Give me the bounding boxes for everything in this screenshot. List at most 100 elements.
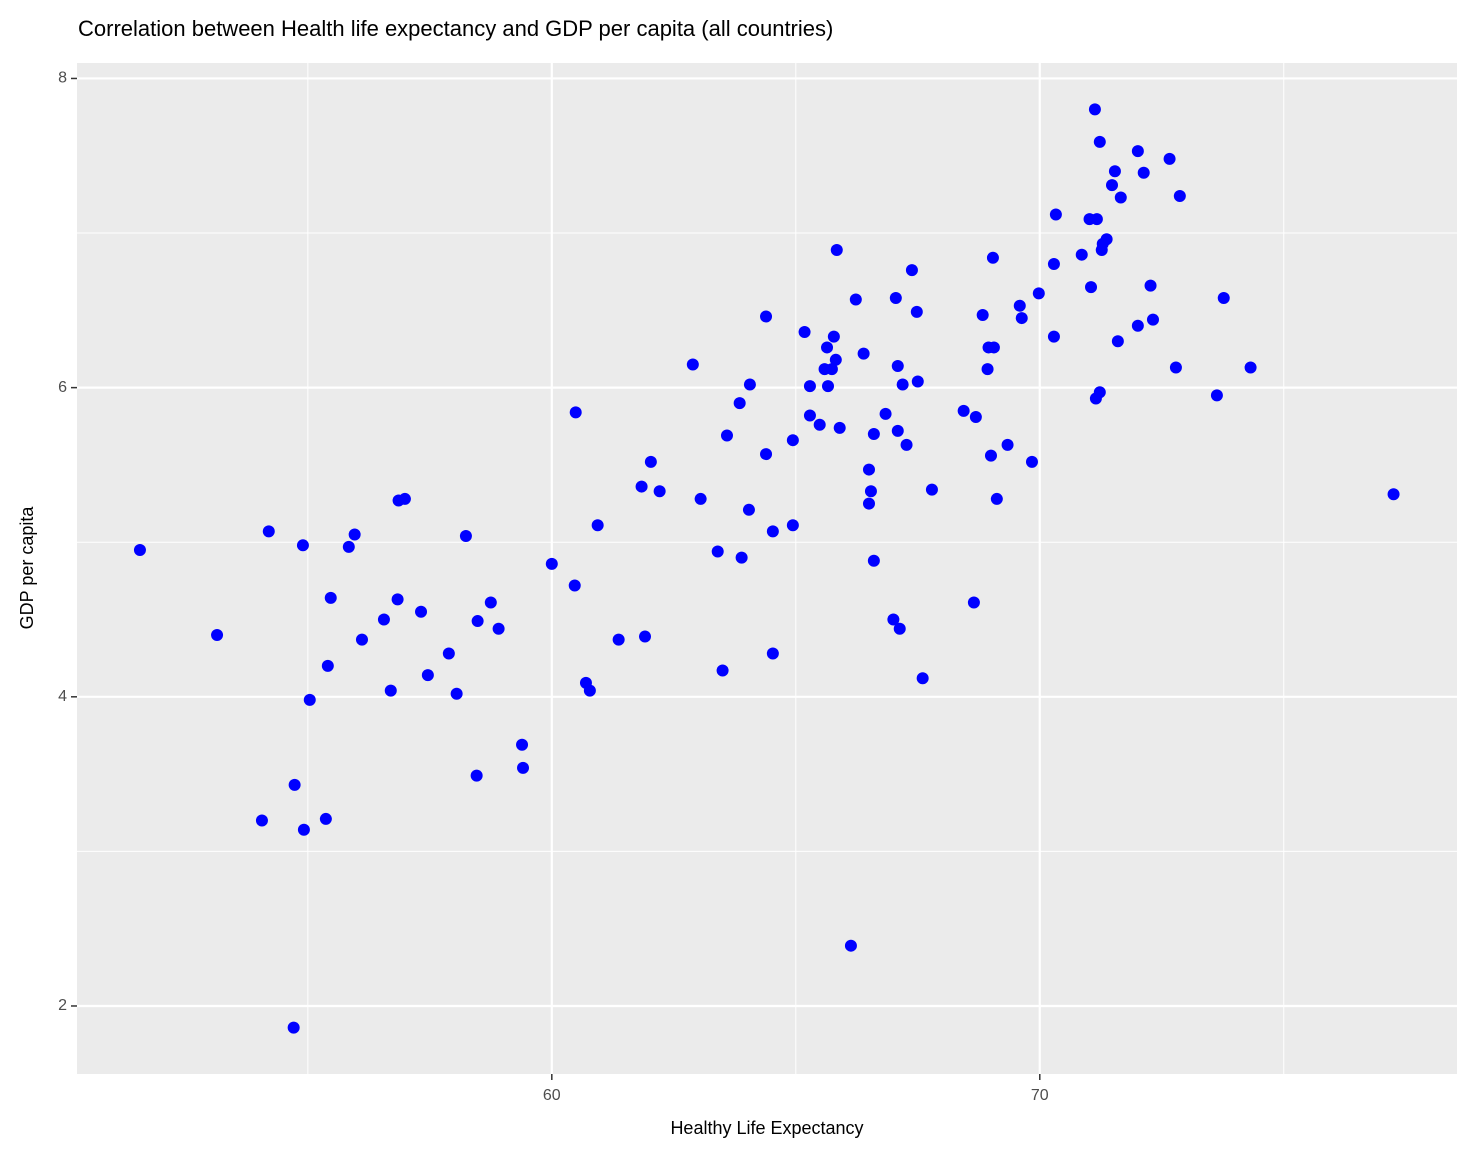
point bbox=[484, 596, 497, 609]
point bbox=[798, 325, 811, 338]
point bbox=[825, 363, 838, 376]
point bbox=[1169, 361, 1182, 374]
point bbox=[287, 1021, 300, 1034]
point bbox=[1210, 389, 1223, 402]
point bbox=[1075, 248, 1088, 261]
point bbox=[324, 591, 337, 604]
point bbox=[612, 633, 625, 646]
point bbox=[803, 409, 816, 422]
point bbox=[355, 633, 368, 646]
x-tick-label: 70 bbox=[1031, 1087, 1049, 1104]
point bbox=[720, 429, 733, 442]
point bbox=[442, 647, 455, 660]
point bbox=[803, 380, 816, 393]
point bbox=[133, 543, 146, 556]
point bbox=[583, 684, 596, 697]
point bbox=[1131, 319, 1144, 332]
point bbox=[569, 406, 582, 419]
point bbox=[1173, 189, 1186, 202]
point bbox=[644, 455, 657, 468]
point bbox=[766, 525, 779, 538]
point bbox=[459, 530, 472, 543]
point bbox=[255, 814, 268, 827]
y-tick-label: 2 bbox=[58, 997, 67, 1014]
point bbox=[471, 615, 484, 628]
point bbox=[1001, 438, 1014, 451]
point bbox=[377, 613, 390, 626]
point bbox=[211, 628, 224, 641]
point bbox=[862, 463, 875, 476]
point bbox=[821, 341, 834, 354]
point bbox=[348, 528, 361, 541]
point bbox=[1144, 279, 1157, 292]
point bbox=[716, 664, 729, 677]
point bbox=[916, 672, 929, 685]
y-tick-label: 8 bbox=[58, 70, 67, 87]
point bbox=[1244, 361, 1257, 374]
point bbox=[686, 358, 699, 371]
point bbox=[1106, 179, 1118, 192]
point bbox=[1093, 386, 1106, 399]
point bbox=[910, 305, 923, 318]
point bbox=[857, 347, 870, 360]
point bbox=[635, 480, 648, 493]
plot-panel bbox=[77, 63, 1457, 1074]
point bbox=[297, 823, 310, 836]
point bbox=[879, 407, 892, 420]
point bbox=[813, 418, 826, 431]
point bbox=[398, 492, 411, 505]
point bbox=[450, 687, 463, 700]
point bbox=[1114, 191, 1127, 204]
point bbox=[1088, 103, 1101, 116]
point bbox=[568, 579, 581, 592]
point bbox=[976, 308, 989, 321]
point bbox=[893, 622, 906, 635]
point bbox=[296, 539, 309, 552]
point bbox=[545, 557, 558, 570]
point bbox=[896, 378, 909, 391]
point bbox=[984, 449, 997, 462]
y-tick-label: 4 bbox=[58, 688, 67, 705]
point bbox=[887, 613, 900, 626]
point bbox=[1047, 330, 1060, 343]
point bbox=[900, 438, 913, 451]
point bbox=[889, 291, 902, 304]
point bbox=[1163, 152, 1176, 165]
point bbox=[1131, 145, 1144, 158]
point bbox=[1015, 312, 1028, 325]
point bbox=[821, 380, 834, 393]
point bbox=[742, 503, 755, 516]
point bbox=[262, 525, 275, 538]
point bbox=[990, 492, 1003, 505]
point bbox=[319, 812, 332, 825]
point bbox=[1137, 166, 1150, 179]
point bbox=[743, 378, 756, 391]
point bbox=[967, 596, 980, 609]
point bbox=[1085, 281, 1098, 294]
point bbox=[415, 605, 428, 618]
point bbox=[766, 647, 779, 660]
point bbox=[925, 483, 938, 496]
point bbox=[653, 485, 666, 498]
point bbox=[391, 593, 404, 606]
point bbox=[864, 485, 877, 498]
point bbox=[1217, 291, 1230, 304]
chart-title: Correlation between Health life expectan… bbox=[78, 16, 833, 41]
point bbox=[981, 363, 994, 376]
point bbox=[833, 421, 846, 434]
point bbox=[517, 761, 530, 774]
point bbox=[1025, 455, 1038, 468]
point bbox=[694, 492, 707, 505]
point bbox=[987, 341, 1000, 354]
x-tick-label: 60 bbox=[543, 1087, 561, 1104]
x-axis-label: Healthy Life Expectancy bbox=[670, 1118, 863, 1138]
point bbox=[470, 769, 483, 782]
point bbox=[288, 778, 301, 791]
point bbox=[321, 659, 334, 672]
point bbox=[986, 251, 999, 264]
point bbox=[786, 519, 799, 532]
point bbox=[516, 738, 529, 751]
point bbox=[591, 519, 604, 532]
point bbox=[827, 330, 840, 343]
